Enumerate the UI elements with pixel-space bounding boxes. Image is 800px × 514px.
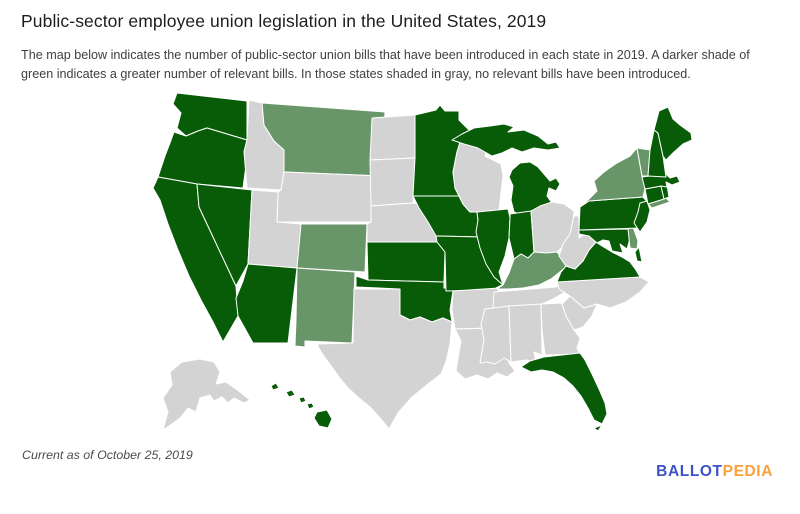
state-wyoming[interactable]: Wyoming bbox=[276, 171, 383, 223]
state-mississippi[interactable]: Mississippi bbox=[479, 305, 512, 365]
ballotpedia-logo[interactable]: BALLOTPEDIA bbox=[656, 463, 773, 481]
state-colorado[interactable]: Colorado bbox=[296, 223, 368, 273]
state-north-carolina[interactable]: North Carolina bbox=[556, 276, 650, 309]
current-as-of-note: Current as of October 25, 2019 bbox=[22, 448, 193, 462]
state-kentucky[interactable]: Kentucky bbox=[496, 251, 571, 290]
state-alaska[interactable]: Alaska bbox=[162, 358, 251, 431]
state-south-dakota[interactable]: South Dakota bbox=[369, 157, 416, 207]
map-description: The map below indicates the number of pu… bbox=[21, 48, 750, 81]
state-arizona[interactable]: Arizona bbox=[235, 263, 298, 344]
state-north-dakota[interactable]: North Dakota bbox=[369, 114, 416, 161]
page-title: Public-sector employee union legislation… bbox=[21, 11, 547, 31]
state-west-virginia[interactable]: West Virginia bbox=[558, 215, 597, 270]
state-texas[interactable]: Texas bbox=[316, 288, 453, 430]
state-new-mexico[interactable]: New Mexico bbox=[294, 267, 356, 348]
state-michigan[interactable]: Michigan bbox=[451, 123, 561, 218]
ballotpedia-logo-ballot: BALLOT bbox=[656, 463, 723, 480]
ballotpedia-logo-pedia: PEDIA bbox=[722, 463, 773, 480]
state-delaware[interactable]: Delaware bbox=[627, 226, 639, 250]
state-maine[interactable]: Maine bbox=[653, 106, 693, 161]
state-hawaii[interactable]: Hawaii bbox=[270, 382, 333, 429]
state-massachusetts[interactable]: Massachusetts bbox=[641, 173, 681, 190]
state-alabama[interactable]: Alabama bbox=[508, 303, 543, 363]
state-indiana[interactable]: Indiana bbox=[508, 210, 535, 260]
state-kansas[interactable]: Kansas bbox=[366, 241, 446, 283]
state-florida[interactable]: Florida bbox=[520, 352, 608, 432]
state-nevada[interactable]: Nevada bbox=[196, 183, 253, 287]
